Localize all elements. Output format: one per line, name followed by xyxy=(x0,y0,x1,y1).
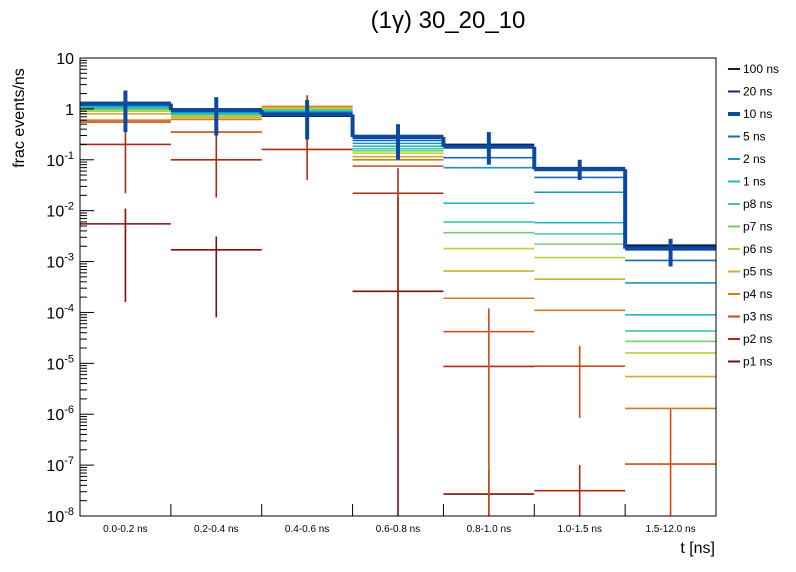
legend-item: p5 ns xyxy=(728,265,772,279)
y-tick-label: 10-8 xyxy=(46,506,74,526)
y-tick-label: 10-4 xyxy=(46,302,74,322)
y-tick-label: 10-5 xyxy=(46,353,74,373)
legend-label: p5 ns xyxy=(743,265,772,279)
legend-item: 5 ns xyxy=(728,130,766,144)
legend-item: p8 ns xyxy=(728,197,772,211)
legend-item: 20 ns xyxy=(728,85,772,99)
x-tick-label: 0.0-0.2 ns xyxy=(103,524,147,535)
y-tick-label: 10-1 xyxy=(46,150,74,170)
x-tick-label: 1.5-12.0 ns xyxy=(646,524,696,535)
series-1-ns xyxy=(80,106,716,316)
y-tick-label: 10-2 xyxy=(46,201,74,221)
axes: 10 1 10-1 10-2 10-3 10-4 10-5 10-6 10-7 10-8 0.0-0… xyxy=(46,51,717,535)
legend-label: 2 ns xyxy=(743,152,766,166)
y-tick-label: 10-3 xyxy=(46,252,74,272)
legend-label: 5 ns xyxy=(743,130,766,144)
y-axis-label: frac events/ns xyxy=(11,68,28,168)
y-tick-label: 1 xyxy=(65,102,74,119)
legend-item: 2 ns xyxy=(728,152,766,166)
y-tick-label: 10 xyxy=(56,51,74,68)
y-tick-label: 10-7 xyxy=(46,455,74,475)
series-10-ns xyxy=(80,90,716,267)
x-tick-label: 0.2-0.4 ns xyxy=(194,524,238,535)
legend-label: 1 ns xyxy=(743,175,766,189)
legend-label: p4 ns xyxy=(743,287,772,301)
x-tick-label: 1.0-1.5 ns xyxy=(557,524,601,535)
x-tick-label: 0.6-0.8 ns xyxy=(376,524,420,535)
chart-title: (1γ) 30_20_10 xyxy=(371,7,526,34)
legend: 100 ns 20 ns 10 ns 5 ns 2 ns 1 ns p8 ns p7 ns p6… xyxy=(728,62,779,369)
plot-frame xyxy=(79,57,717,517)
legend-label: p6 ns xyxy=(743,242,772,256)
legend-label: p7 ns xyxy=(743,220,772,234)
legend-item: p6 ns xyxy=(728,242,772,256)
legend-item: p3 ns xyxy=(728,310,772,324)
series-p2-ns xyxy=(80,95,626,516)
plot-area xyxy=(80,90,716,516)
legend-item: p7 ns xyxy=(728,220,772,234)
legend-label: p3 ns xyxy=(743,310,772,324)
y-tick-label: 10-6 xyxy=(46,404,74,424)
legend-label: 10 ns xyxy=(743,107,772,121)
legend-item: 100 ns xyxy=(728,62,779,76)
x-tick-label: 0.4-0.6 ns xyxy=(285,524,329,535)
legend-item: 10 ns xyxy=(728,107,772,121)
x-tick-label: 0.8-1.0 ns xyxy=(467,524,511,535)
legend-label: p8 ns xyxy=(743,197,772,211)
legend-label: 100 ns xyxy=(743,62,779,76)
legend-item: 1 ns xyxy=(728,175,766,189)
legend-label: p1 ns xyxy=(743,355,772,369)
legend-item: p4 ns xyxy=(728,287,772,301)
legend-item: p1 ns xyxy=(728,355,772,369)
x-axis-label: t [ns] xyxy=(680,540,715,557)
legend-label: 20 ns xyxy=(743,85,772,99)
legend-label: p2 ns xyxy=(743,332,772,346)
legend-item: p2 ns xyxy=(728,332,772,346)
